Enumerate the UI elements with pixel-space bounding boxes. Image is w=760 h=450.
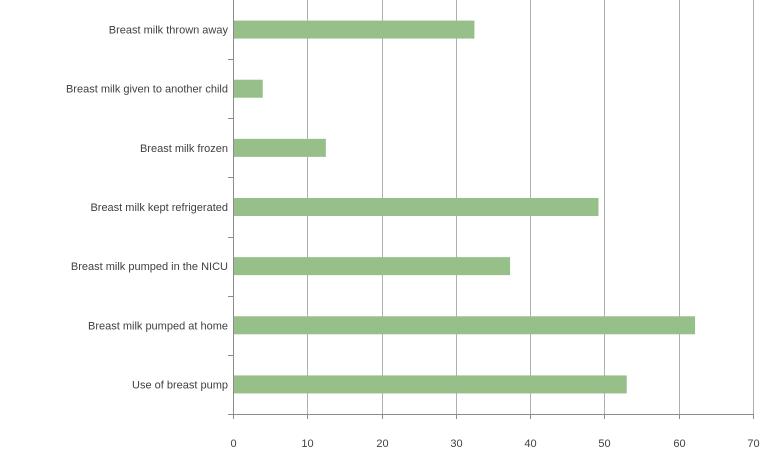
category-labels: Breast milk thrown away Breast milk given… [66,25,229,392]
x-tick-label-70: 70 [747,438,759,450]
x-tick-label-0: 0 [230,438,236,450]
x-tick-label-30: 30 [450,438,462,450]
bars [234,20,696,394]
x-tick-label-10: 10 [301,438,313,450]
bar-1 [234,79,263,98]
x-tick-label-50: 50 [598,438,610,450]
x-tick-label-60: 60 [673,438,685,450]
category-label-3: Breast milk kept refrigerated [90,202,228,214]
category-label-5: Breast milk pumped at home [88,320,228,332]
category-label-1: Breast milk given to another child [66,84,228,96]
bar-3 [234,198,599,216]
axes [228,0,754,419]
x-tick-label-40: 40 [524,438,536,450]
x-tick-label-20: 20 [376,438,388,450]
category-label-0: Breast milk thrown away [109,25,229,37]
bar-2 [234,138,326,157]
bar-6 [234,375,627,394]
x-tick-labels: 0 10 20 30 40 50 60 70 [230,438,759,450]
bar-4 [234,257,511,276]
bar-5 [234,316,696,335]
category-label-2: Breast milk frozen [140,143,228,155]
category-label-6: Use of breast pump [132,379,228,391]
bar-0 [234,20,475,39]
category-label-4: Breast milk pumped in the NICU [71,261,228,273]
